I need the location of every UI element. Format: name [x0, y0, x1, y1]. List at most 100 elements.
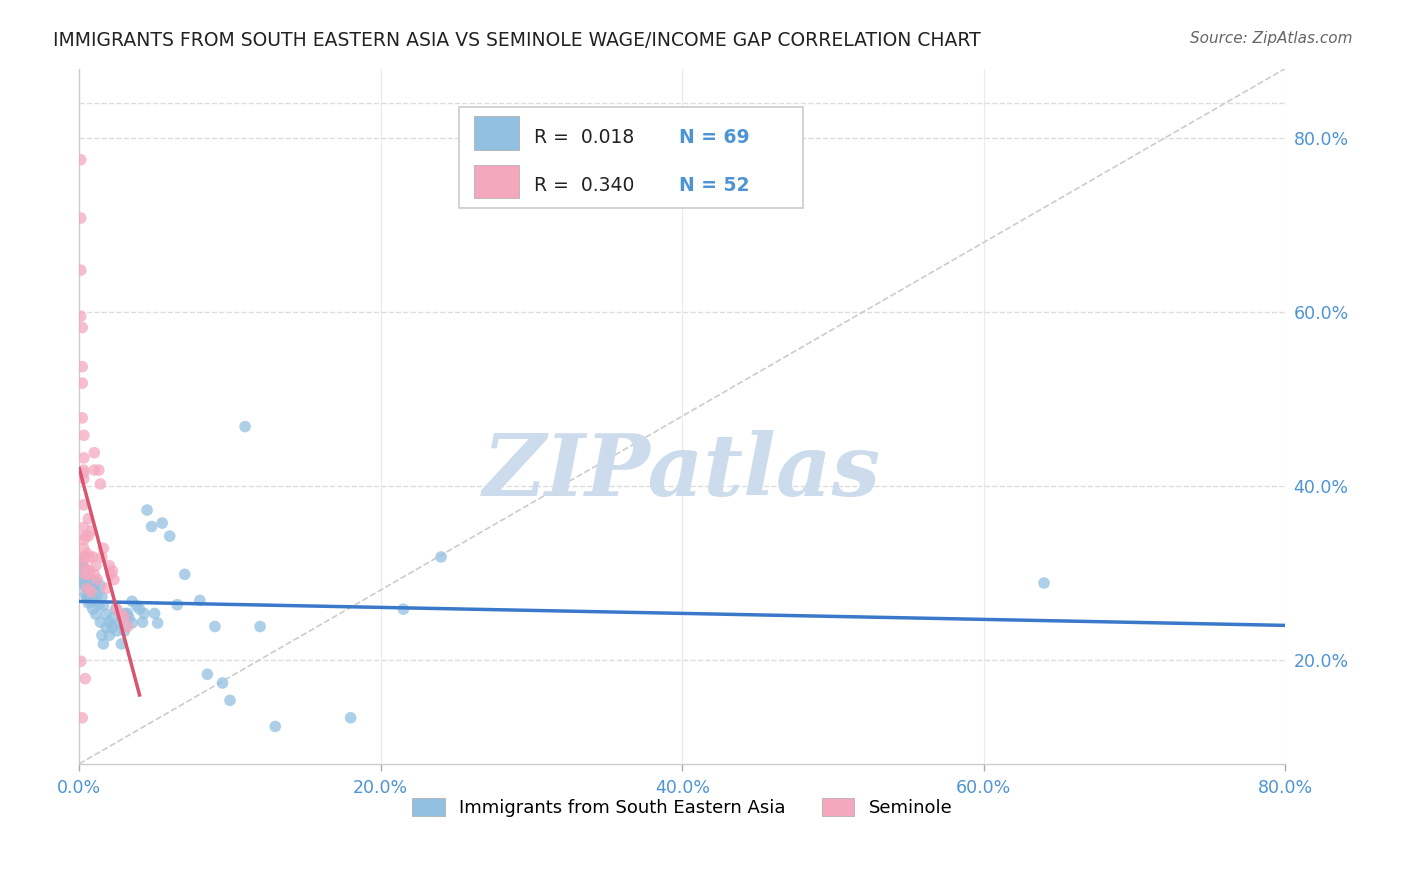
Point — [101, 611, 124, 625]
Point — [75, 567, 97, 582]
Point — [84, 607, 107, 622]
Point — [72, 570, 94, 584]
Point — [125, 599, 148, 613]
Point — [87, 598, 110, 612]
Point — [84, 558, 107, 573]
Point — [159, 529, 181, 543]
Point — [80, 591, 103, 606]
FancyBboxPatch shape — [460, 107, 803, 208]
Point — [80, 584, 103, 599]
Point — [100, 567, 122, 582]
Point — [77, 512, 100, 526]
Point — [75, 587, 97, 601]
Point — [114, 611, 136, 625]
Point — [86, 573, 108, 587]
Point — [219, 693, 242, 707]
Point — [87, 463, 110, 477]
Point — [96, 620, 118, 634]
Point — [141, 519, 163, 533]
Point — [101, 564, 124, 578]
Point — [77, 566, 100, 580]
Point — [204, 619, 226, 633]
Point — [72, 320, 94, 334]
Point — [73, 463, 96, 477]
Point — [73, 558, 96, 573]
Point — [75, 579, 97, 593]
Point — [73, 498, 96, 512]
Point — [105, 624, 128, 638]
Point — [430, 549, 453, 564]
Point — [150, 516, 173, 530]
Point — [143, 607, 166, 621]
Point — [69, 153, 91, 167]
Point — [195, 667, 218, 681]
Point — [73, 428, 96, 442]
Point — [108, 615, 131, 630]
Text: N = 52: N = 52 — [679, 176, 749, 194]
Point — [98, 558, 121, 573]
Point — [73, 561, 96, 575]
Point — [75, 566, 97, 580]
Text: R =  0.340: R = 0.340 — [534, 176, 634, 194]
Point — [146, 615, 169, 630]
Point — [75, 549, 97, 564]
Point — [69, 211, 91, 225]
Point — [80, 524, 103, 538]
Point — [104, 602, 127, 616]
Point — [86, 587, 108, 601]
Point — [76, 590, 98, 604]
Point — [114, 607, 136, 621]
Point — [73, 579, 96, 593]
Point — [75, 672, 97, 686]
Point — [117, 619, 139, 633]
Point — [79, 582, 101, 597]
Point — [69, 552, 91, 566]
Point — [72, 376, 94, 391]
Point — [72, 411, 94, 425]
Point — [83, 581, 105, 595]
Point — [211, 676, 233, 690]
Point — [392, 602, 415, 616]
Point — [105, 602, 128, 616]
Point — [80, 574, 103, 589]
Point — [83, 593, 105, 607]
Point — [82, 549, 104, 564]
Point — [173, 567, 195, 582]
Point — [233, 419, 256, 434]
Point — [117, 607, 139, 621]
Point — [82, 582, 104, 597]
Point — [96, 581, 118, 595]
Point — [110, 637, 132, 651]
Point — [339, 711, 361, 725]
Point — [77, 587, 100, 601]
Point — [73, 574, 96, 589]
Point — [98, 628, 121, 642]
Point — [76, 564, 98, 578]
Point — [76, 570, 98, 584]
Text: ZIPatlas: ZIPatlas — [484, 430, 882, 514]
Point — [73, 520, 96, 534]
Point — [89, 579, 111, 593]
Point — [114, 624, 136, 638]
Point — [166, 598, 188, 612]
Point — [84, 574, 107, 589]
Point — [77, 596, 100, 610]
Point — [73, 549, 96, 564]
Point — [136, 503, 159, 517]
Point — [110, 607, 132, 622]
Point — [132, 607, 155, 621]
Point — [69, 263, 91, 277]
Point — [69, 654, 91, 668]
Point — [83, 567, 105, 582]
Point — [249, 619, 271, 633]
Point — [89, 615, 111, 629]
Point — [76, 547, 98, 561]
Point — [103, 573, 125, 587]
Point — [90, 628, 112, 642]
Point — [128, 602, 150, 616]
Point — [98, 615, 121, 629]
Point — [188, 593, 211, 607]
Legend: Immigrants from South Eastern Asia, Seminole: Immigrants from South Eastern Asia, Semi… — [405, 791, 959, 824]
Text: R =  0.018: R = 0.018 — [534, 128, 634, 146]
Text: IMMIGRANTS FROM SOUTH EASTERN ASIA VS SEMINOLE WAGE/INCOME GAP CORRELATION CHART: IMMIGRANTS FROM SOUTH EASTERN ASIA VS SE… — [53, 31, 981, 50]
